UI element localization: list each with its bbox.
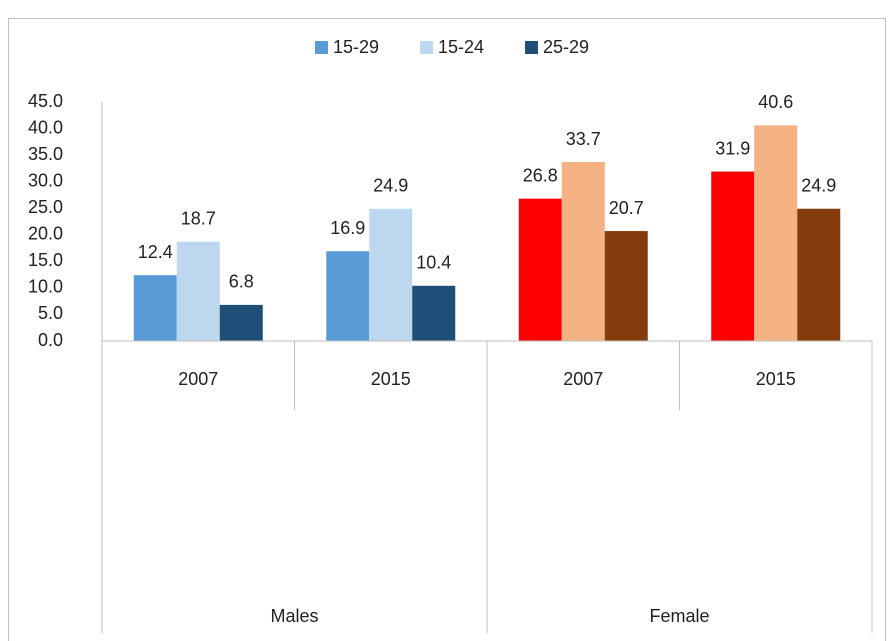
y-tick-label: 10.0 <box>28 277 63 297</box>
bar <box>412 285 456 341</box>
x-tick-label: 2015 <box>756 369 796 389</box>
y-tick-label: 20.0 <box>28 224 63 244</box>
value-label: 12.4 <box>138 242 173 262</box>
bar <box>797 208 841 341</box>
bar <box>176 241 220 341</box>
legend-swatch <box>420 41 433 54</box>
value-label: 16.9 <box>330 218 365 238</box>
y-tick-label: 35.0 <box>28 144 63 164</box>
value-label: 20.7 <box>609 198 644 218</box>
group-label: Female <box>649 606 709 626</box>
y-tick-label: 40.0 <box>28 117 63 137</box>
x-tick-label: 2007 <box>178 369 218 389</box>
bar <box>561 162 605 341</box>
bar <box>754 125 798 341</box>
y-tick-label: 5.0 <box>38 303 63 323</box>
y-tick-label: 15.0 <box>28 250 63 270</box>
value-label: 18.7 <box>181 208 216 228</box>
x-tick-label: 2007 <box>563 369 603 389</box>
value-label: 10.4 <box>416 253 451 273</box>
value-label: 26.8 <box>523 165 558 185</box>
legend-label: 25-29 <box>543 37 589 57</box>
y-tick-label: 25.0 <box>28 197 63 217</box>
legend-label: 15-29 <box>333 37 379 57</box>
bar <box>133 275 177 341</box>
value-label: 31.9 <box>715 138 750 158</box>
value-label: 24.9 <box>373 176 408 196</box>
group-label: Males <box>270 606 318 626</box>
legend-label: 15-24 <box>438 37 484 57</box>
y-tick-label: 45.0 <box>28 91 63 111</box>
value-label: 40.6 <box>758 92 793 112</box>
bar <box>711 171 755 341</box>
bar <box>326 251 370 341</box>
value-label: 33.7 <box>566 129 601 149</box>
bar <box>369 208 413 341</box>
y-tick-label: 0.0 <box>38 330 63 350</box>
value-label: 24.9 <box>801 176 836 196</box>
bar <box>518 198 562 341</box>
x-tick-label: 2015 <box>371 369 411 389</box>
value-label: 6.8 <box>229 272 254 292</box>
y-tick-label: 30.0 <box>28 170 63 190</box>
legend-swatch <box>525 41 538 54</box>
bar <box>604 231 648 341</box>
bar <box>219 304 263 341</box>
legend-swatch <box>315 41 328 54</box>
